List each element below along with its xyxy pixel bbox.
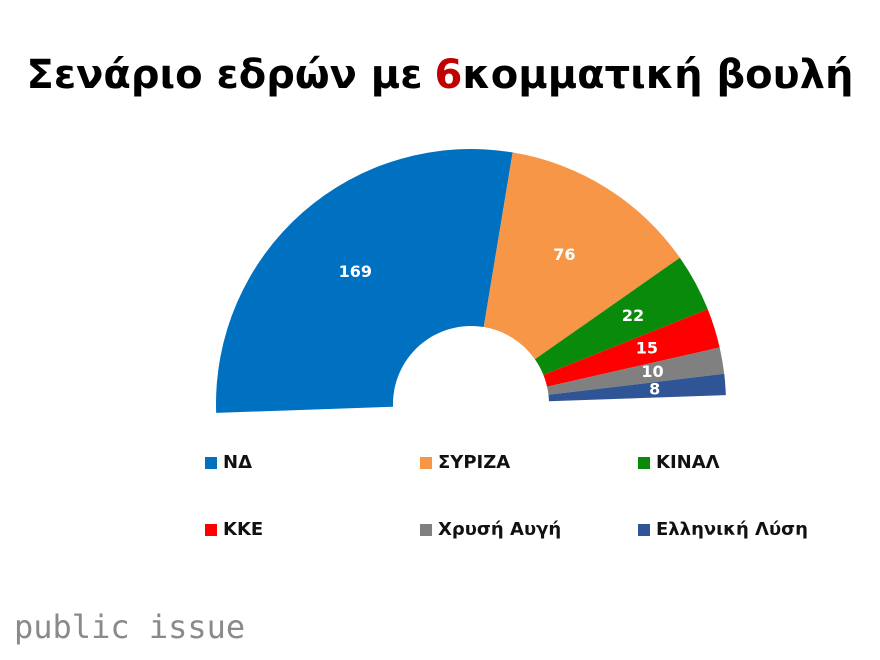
slice (534, 257, 708, 376)
legend-swatch (420, 524, 432, 536)
data-label: 15 (636, 339, 658, 358)
legend-swatch (205, 524, 217, 536)
slice (547, 347, 725, 395)
data-label: 76 (553, 245, 575, 264)
legend-label: ΣΥΡΙΖΑ (438, 452, 510, 473)
slice (548, 373, 726, 402)
title-highlight: 6 (435, 52, 463, 98)
slice (543, 309, 720, 387)
legend-swatch (638, 457, 650, 469)
legend-label: Ελληνική Λύση (656, 519, 808, 540)
slice (216, 148, 513, 413)
data-label: 169 (339, 262, 372, 281)
data-label: 8 (649, 379, 660, 398)
data-label: 10 (641, 362, 663, 381)
slice (483, 152, 680, 360)
title-end: κομματική βουλή (462, 52, 853, 98)
legend-label: ΚΙΝΑΛ (656, 452, 720, 473)
legend-swatch (205, 457, 217, 469)
legend-swatch (420, 457, 432, 469)
legend-label: Χρυσή Αυγή (438, 519, 561, 540)
footer-brand: public issue (14, 608, 245, 646)
legend-label: ΝΔ (223, 452, 252, 473)
legend-swatch (638, 524, 650, 536)
title-start: Σενάριο εδρών με (27, 52, 423, 98)
legend-label: ΚΚΕ (223, 519, 263, 540)
data-label: 22 (622, 306, 644, 325)
chart-title: Σενάριο εδρών με 6κομματική βουλή (27, 52, 854, 98)
